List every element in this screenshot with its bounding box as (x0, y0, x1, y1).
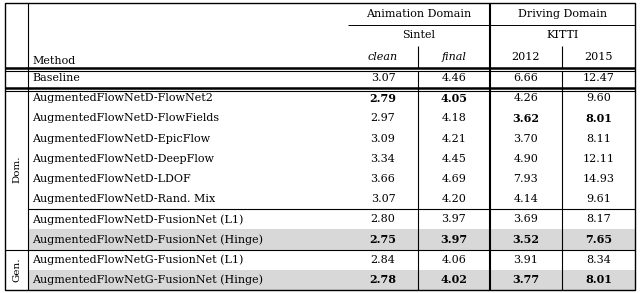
Text: 3.62: 3.62 (513, 113, 540, 124)
Text: 4.90: 4.90 (513, 154, 538, 164)
Text: Driving Domain: Driving Domain (518, 9, 607, 19)
Text: 3.91: 3.91 (513, 255, 538, 265)
Text: 3.66: 3.66 (371, 174, 396, 184)
Text: 2.75: 2.75 (369, 234, 397, 245)
Text: final: final (442, 52, 467, 62)
Text: 8.11: 8.11 (586, 134, 611, 144)
Text: 4.69: 4.69 (442, 174, 467, 184)
Text: AugmentedFlowNetD-FusionNet (Hinge): AugmentedFlowNetD-FusionNet (Hinge) (32, 234, 263, 245)
Text: 3.34: 3.34 (371, 154, 396, 164)
Bar (28, 270, 635, 290)
Text: 3.52: 3.52 (513, 234, 540, 245)
Text: 12.47: 12.47 (582, 73, 614, 83)
Text: 4.26: 4.26 (513, 93, 538, 103)
Text: 4.20: 4.20 (442, 194, 467, 204)
Text: 4.46: 4.46 (442, 73, 467, 83)
Text: 3.07: 3.07 (371, 194, 396, 204)
Text: Method: Method (32, 56, 76, 66)
Text: 2.79: 2.79 (369, 93, 397, 104)
Text: AugmentedFlowNetD-DeepFlow: AugmentedFlowNetD-DeepFlow (32, 154, 214, 164)
Text: Sintel: Sintel (403, 30, 435, 40)
Text: 4.06: 4.06 (442, 255, 467, 265)
Text: AugmentedFlowNetD-LDOF: AugmentedFlowNetD-LDOF (32, 174, 191, 184)
Text: AugmentedFlowNetD-Rand. Mix: AugmentedFlowNetD-Rand. Mix (32, 194, 215, 204)
Text: 4.14: 4.14 (513, 194, 538, 204)
Text: Gen.: Gen. (12, 258, 21, 282)
Text: 14.93: 14.93 (582, 174, 614, 184)
Text: clean: clean (368, 52, 398, 62)
Text: 2.80: 2.80 (371, 214, 396, 224)
Text: 3.97: 3.97 (442, 214, 467, 224)
Text: 2.97: 2.97 (371, 113, 396, 123)
Text: 2.78: 2.78 (369, 275, 397, 285)
Text: AugmentedFlowNetD-FusionNet (L1): AugmentedFlowNetD-FusionNet (L1) (32, 214, 243, 225)
Text: 3.09: 3.09 (371, 134, 396, 144)
Text: 2015: 2015 (584, 52, 612, 62)
Text: 8.01: 8.01 (585, 113, 612, 124)
Text: 4.18: 4.18 (442, 113, 467, 123)
Text: 2.84: 2.84 (371, 255, 396, 265)
Text: 7.93: 7.93 (514, 174, 538, 184)
Text: 8.01: 8.01 (585, 275, 612, 285)
Text: 4.05: 4.05 (440, 93, 467, 104)
Text: 8.34: 8.34 (586, 255, 611, 265)
Text: AugmentedFlowNetD-FlowFields: AugmentedFlowNetD-FlowFields (32, 113, 219, 123)
Text: Dom.: Dom. (12, 155, 21, 183)
Text: 6.66: 6.66 (513, 73, 538, 83)
Text: 7.65: 7.65 (585, 234, 612, 245)
Text: 3.70: 3.70 (514, 134, 538, 144)
Text: 4.21: 4.21 (442, 134, 467, 144)
Text: 9.61: 9.61 (586, 194, 611, 204)
Text: 12.11: 12.11 (582, 154, 614, 164)
Text: Baseline: Baseline (32, 73, 80, 83)
Text: 4.45: 4.45 (442, 154, 467, 164)
Text: 4.02: 4.02 (440, 275, 467, 285)
Text: AugmentedFlowNetG-FusionNet (L1): AugmentedFlowNetG-FusionNet (L1) (32, 254, 243, 265)
Text: 2012: 2012 (512, 52, 540, 62)
Text: 8.17: 8.17 (586, 214, 611, 224)
Text: AugmentedFlowNetG-FusionNet (Hinge): AugmentedFlowNetG-FusionNet (Hinge) (32, 275, 263, 285)
Text: AugmentedFlowNetD-EpicFlow: AugmentedFlowNetD-EpicFlow (32, 134, 210, 144)
Text: 3.77: 3.77 (513, 275, 540, 285)
Bar (28, 229, 635, 250)
Text: AugmentedFlowNetD-FlowNet2: AugmentedFlowNetD-FlowNet2 (32, 93, 213, 103)
Text: 3.69: 3.69 (513, 214, 538, 224)
Text: 9.60: 9.60 (586, 93, 611, 103)
Text: 3.97: 3.97 (440, 234, 468, 245)
Text: Animation Domain: Animation Domain (366, 9, 472, 19)
Text: 3.07: 3.07 (371, 73, 396, 83)
Text: KITTI: KITTI (547, 30, 579, 40)
